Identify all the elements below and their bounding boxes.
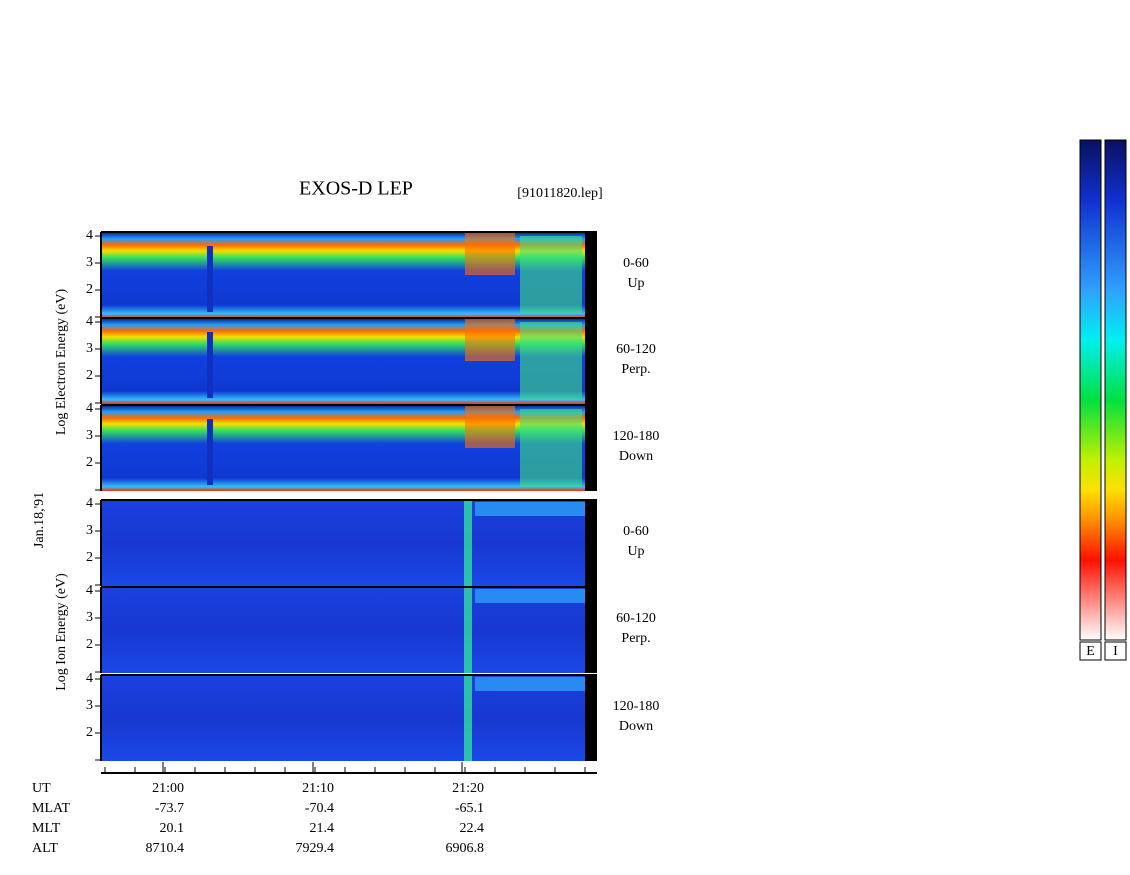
title: EXOS-D LEP: [299, 178, 413, 200]
y-tick-label: 4: [86, 496, 93, 511]
ephemeris-value: 20.1: [160, 821, 185, 836]
spectrogram-band: [475, 589, 585, 603]
y-tick-label: 4: [86, 583, 93, 598]
y-tick-label: 3: [86, 341, 93, 356]
panel-direction: Up: [627, 276, 644, 291]
y-tick-label: 3: [86, 255, 93, 270]
ion-axis-label: Log Ion Energy (eV): [54, 573, 69, 691]
panel-direction: Up: [627, 544, 644, 559]
y-tick-label: 4: [86, 228, 93, 243]
ephemeris-value: -73.7: [155, 801, 184, 816]
no-data: [585, 405, 597, 491]
no-data: [585, 587, 597, 673]
panel-range: 0-60: [623, 256, 649, 271]
time-label: 21:20: [452, 781, 484, 796]
y-tick-label: 4: [86, 314, 93, 329]
spectrogram-band: [465, 232, 515, 275]
spectrogram-band: [465, 405, 515, 448]
y-tick-label: 3: [86, 523, 93, 538]
spectrogram-gap: [207, 332, 213, 398]
ephemeris-label: UT: [32, 781, 51, 796]
ephemeris-value: -70.4: [305, 801, 334, 816]
ephemeris-value: 21.4: [310, 821, 335, 836]
colorbar-label: E: [1086, 644, 1095, 659]
time-label: 21:00: [152, 781, 184, 796]
y-tick-label: 3: [86, 428, 93, 443]
panel-range: 0-60: [623, 524, 649, 539]
panel-range: 120-180: [613, 699, 660, 714]
y-tick-label: 2: [86, 282, 93, 297]
no-data: [585, 318, 597, 404]
no-data: [585, 675, 597, 761]
y-tick-label: 2: [86, 550, 93, 565]
ephemeris-value: 7929.4: [296, 841, 335, 856]
panel-range: 60-120: [616, 342, 656, 357]
spectrogram-band: [475, 677, 585, 691]
spectrogram-band: [520, 322, 582, 400]
ephemeris-value: 6906.8: [446, 841, 485, 856]
ephemeris-label: ALT: [32, 841, 58, 856]
no-data: [585, 500, 597, 586]
no-data: [585, 232, 597, 318]
spectrogram-band: [464, 675, 472, 761]
panel-range: 120-180: [613, 429, 660, 444]
y-tick-label: 2: [86, 455, 93, 470]
colorbar: [1104, 139, 1127, 641]
y-tick-label: 2: [86, 368, 93, 383]
colorbar-label: I: [1113, 644, 1118, 659]
spectrogram-gap: [207, 246, 213, 312]
spectrogram-band: [520, 236, 582, 314]
ephemeris-label: MLAT: [32, 801, 71, 816]
panel-direction: Down: [619, 719, 653, 734]
y-tick-label: 3: [86, 610, 93, 625]
panel-range: 60-120: [616, 611, 656, 626]
file-name: [91011820.lep]: [517, 186, 602, 201]
colorbar-label-box: [1104, 641, 1127, 661]
time-label: 21:10: [302, 781, 334, 796]
colorbar: [1079, 139, 1102, 641]
y-tick-label: 3: [86, 698, 93, 713]
ephemeris-value: -65.1: [455, 801, 484, 816]
ephemeris-label: MLT: [32, 821, 61, 836]
panel-direction: Down: [619, 449, 653, 464]
y-tick-label: 4: [86, 671, 93, 686]
spectrogram-band: [464, 500, 472, 586]
date-label: Jan.18,'91: [32, 492, 47, 548]
spectrogram-band: [520, 409, 582, 487]
spectrogram-band: [465, 318, 515, 361]
spectrogram-gap: [207, 419, 213, 485]
spectrogram-band: [464, 587, 472, 673]
spectrogram-band: [475, 502, 585, 516]
ephemeris-value: 22.4: [460, 821, 485, 836]
y-tick-label: 4: [86, 401, 93, 416]
y-tick-label: 2: [86, 725, 93, 740]
y-tick-label: 2: [86, 637, 93, 652]
electron-axis-label: Log Electron Energy (eV): [54, 289, 69, 436]
panel-direction: Perp.: [621, 631, 650, 646]
colorbar-label-box: [1079, 641, 1102, 661]
panel-direction: Perp.: [621, 362, 650, 377]
ephemeris-value: 8710.4: [146, 841, 185, 856]
